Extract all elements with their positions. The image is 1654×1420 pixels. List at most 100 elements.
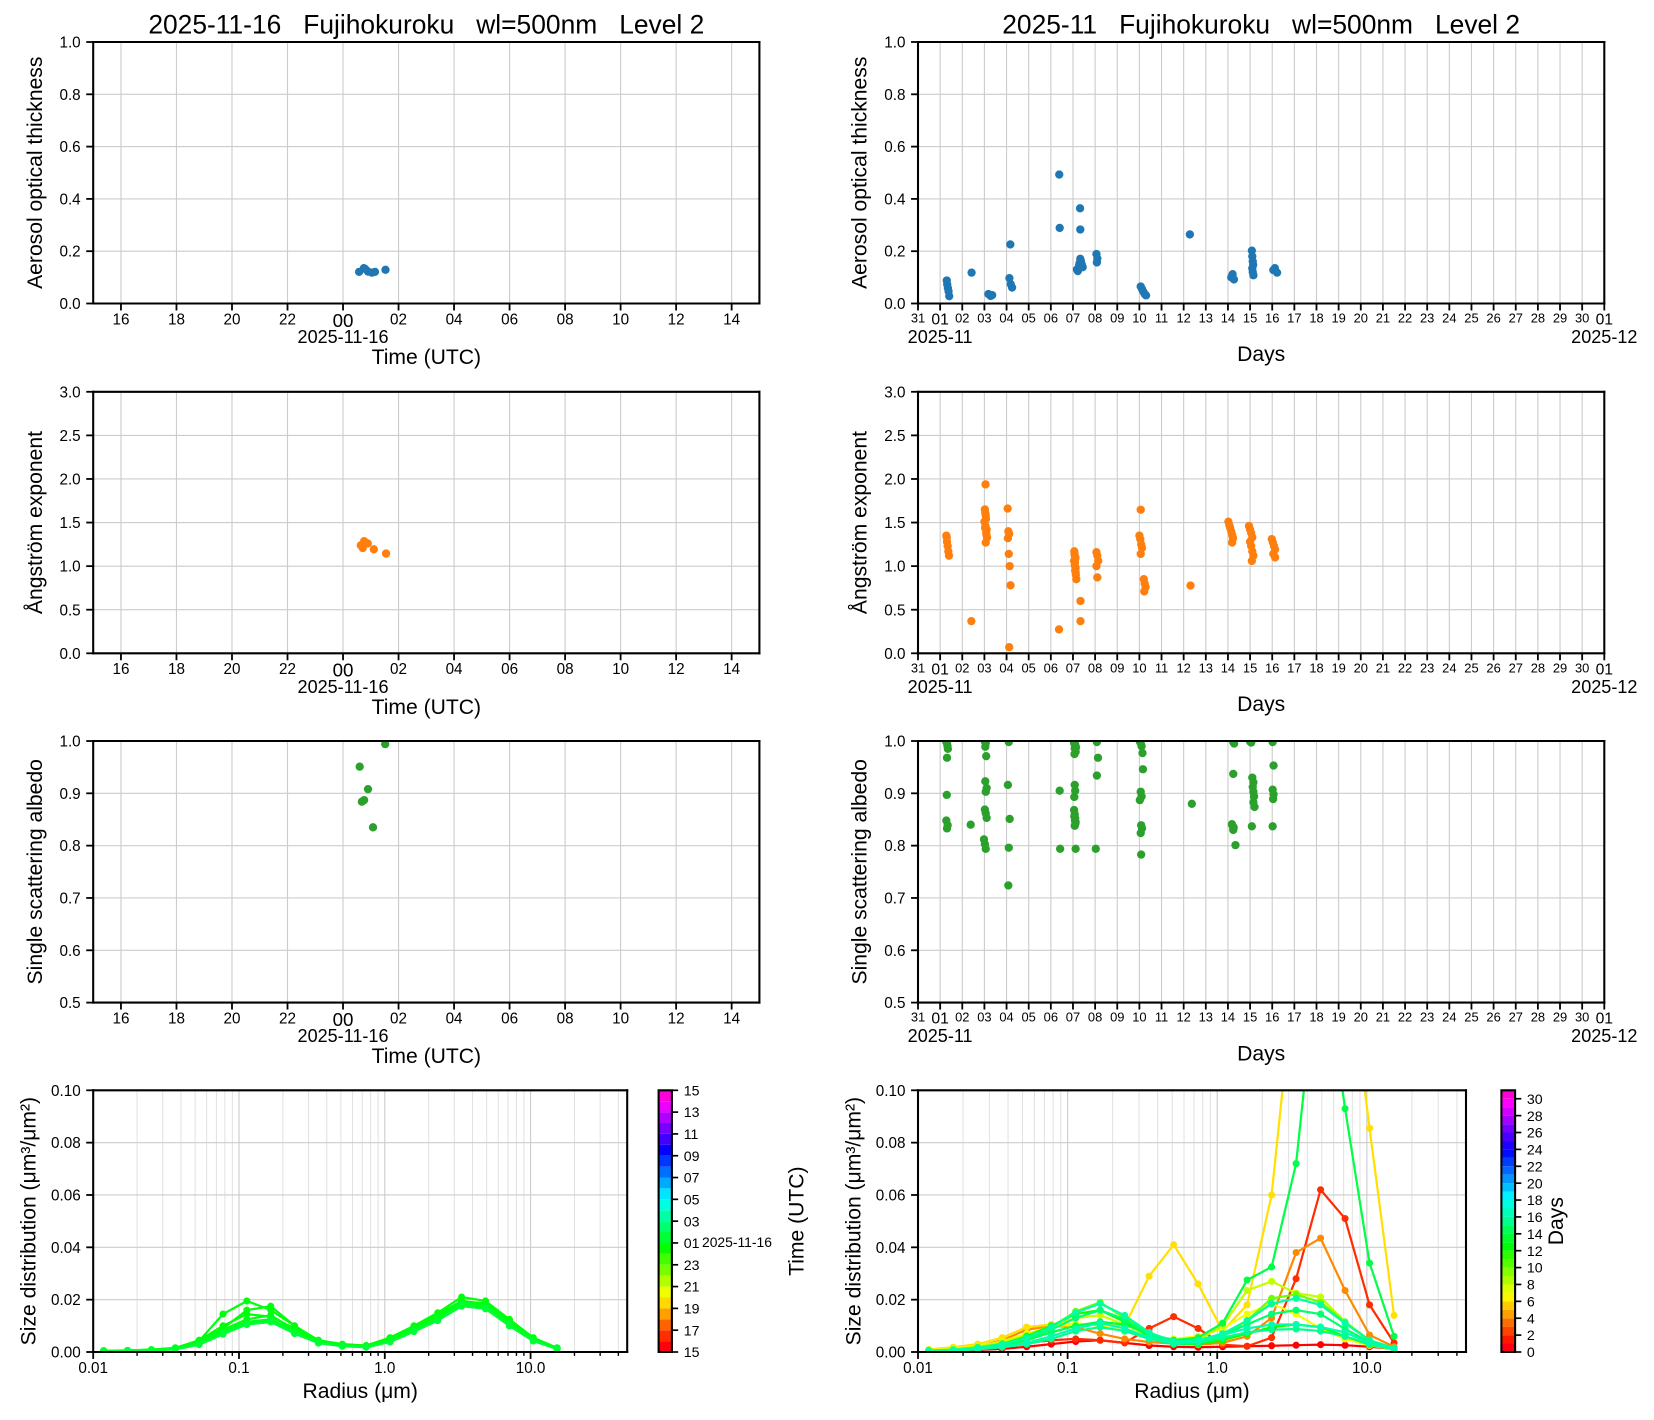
svg-text:18: 18 bbox=[1309, 1010, 1323, 1025]
svg-text:0.8: 0.8 bbox=[884, 838, 905, 855]
svg-text:11: 11 bbox=[684, 1127, 699, 1143]
svg-text:18: 18 bbox=[1309, 311, 1323, 326]
svg-text:12: 12 bbox=[668, 1010, 685, 1027]
svg-text:04: 04 bbox=[999, 660, 1013, 675]
svg-text:26: 26 bbox=[1486, 660, 1500, 675]
svg-text:06: 06 bbox=[1044, 1010, 1058, 1025]
svg-text:15: 15 bbox=[684, 1345, 700, 1361]
svg-text:08: 08 bbox=[557, 311, 574, 328]
svg-text:27: 27 bbox=[1509, 311, 1523, 326]
svg-text:1.0: 1.0 bbox=[59, 734, 80, 751]
svg-text:05: 05 bbox=[1022, 311, 1036, 326]
svg-text:0.2: 0.2 bbox=[59, 244, 80, 261]
svg-text:10.0: 10.0 bbox=[516, 1360, 546, 1377]
svg-text:23: 23 bbox=[1420, 1010, 1434, 1025]
svg-text:22: 22 bbox=[1527, 1159, 1543, 1175]
svg-text:21: 21 bbox=[1376, 311, 1390, 326]
svg-text:09: 09 bbox=[684, 1149, 700, 1165]
svg-text:Size distribution (μm³/μm²): Size distribution (μm³/μm²) bbox=[17, 1097, 40, 1345]
svg-text:02: 02 bbox=[390, 311, 407, 328]
svg-text:16: 16 bbox=[112, 1010, 129, 1027]
svg-text:4: 4 bbox=[1527, 1311, 1535, 1327]
svg-text:08: 08 bbox=[557, 661, 574, 678]
svg-text:21: 21 bbox=[684, 1280, 700, 1296]
svg-text:28: 28 bbox=[1531, 1010, 1545, 1025]
svg-text:25: 25 bbox=[1464, 311, 1478, 326]
svg-text:0.0: 0.0 bbox=[59, 646, 80, 663]
svg-text:20: 20 bbox=[223, 1010, 240, 1027]
svg-text:0.02: 0.02 bbox=[876, 1292, 906, 1309]
svg-text:06: 06 bbox=[501, 311, 518, 328]
svg-text:0.00: 0.00 bbox=[876, 1345, 906, 1362]
svg-text:0.0: 0.0 bbox=[884, 296, 905, 313]
svg-text:0.00: 0.00 bbox=[51, 1345, 81, 1362]
svg-text:Radius (μm): Radius (μm) bbox=[303, 1380, 418, 1403]
svg-text:19: 19 bbox=[684, 1302, 700, 1318]
svg-text:1.0: 1.0 bbox=[1207, 1360, 1228, 1377]
svg-text:20: 20 bbox=[1354, 660, 1368, 675]
svg-text:18: 18 bbox=[168, 1010, 185, 1027]
svg-text:14: 14 bbox=[723, 1010, 740, 1027]
svg-text:0.2: 0.2 bbox=[884, 244, 905, 261]
svg-text:31: 31 bbox=[911, 311, 925, 326]
svg-text:26: 26 bbox=[1527, 1126, 1543, 1142]
svg-text:10: 10 bbox=[612, 311, 629, 328]
svg-text:20: 20 bbox=[1354, 311, 1368, 326]
svg-text:16: 16 bbox=[1265, 311, 1279, 326]
svg-text:0: 0 bbox=[1527, 1345, 1535, 1361]
svg-text:05: 05 bbox=[684, 1192, 700, 1208]
svg-text:0.8: 0.8 bbox=[59, 838, 80, 855]
svg-text:02: 02 bbox=[390, 661, 407, 678]
svg-text:03: 03 bbox=[977, 660, 991, 675]
svg-text:2025-11: 2025-11 bbox=[908, 1026, 973, 1046]
svg-text:0.10: 0.10 bbox=[876, 1083, 906, 1100]
svg-text:01: 01 bbox=[1596, 661, 1613, 678]
svg-text:Aerosol optical thickness: Aerosol optical thickness bbox=[849, 57, 872, 289]
svg-text:30: 30 bbox=[1527, 1092, 1543, 1108]
svg-text:00: 00 bbox=[333, 310, 354, 331]
svg-text:Aerosol optical thickness: Aerosol optical thickness bbox=[24, 57, 47, 289]
svg-text:22: 22 bbox=[279, 1010, 296, 1027]
svg-text:29: 29 bbox=[1553, 311, 1567, 326]
svg-text:01: 01 bbox=[931, 1011, 948, 1028]
svg-text:16: 16 bbox=[112, 311, 129, 328]
svg-text:2025-11-16 Fujihokuroku wl: 2025-11-16 Fujihokuroku wl=500nm Level 2 bbox=[148, 10, 704, 40]
svg-text:0.0: 0.0 bbox=[884, 646, 905, 663]
svg-text:21: 21 bbox=[1376, 660, 1390, 675]
svg-text:0.08: 0.08 bbox=[51, 1135, 81, 1152]
svg-text:0.01: 0.01 bbox=[78, 1360, 108, 1377]
svg-text:Time (UTC): Time (UTC) bbox=[372, 696, 481, 719]
svg-text:08: 08 bbox=[1088, 311, 1102, 326]
svg-text:26: 26 bbox=[1486, 1010, 1500, 1025]
svg-text:1.0: 1.0 bbox=[59, 35, 80, 52]
svg-text:01: 01 bbox=[931, 312, 948, 329]
svg-text:08: 08 bbox=[1088, 1010, 1102, 1025]
svg-text:04: 04 bbox=[446, 1010, 463, 1027]
svg-text:13: 13 bbox=[1199, 660, 1213, 675]
svg-text:24: 24 bbox=[1442, 660, 1456, 675]
svg-text:12: 12 bbox=[1527, 1244, 1543, 1260]
svg-text:13: 13 bbox=[684, 1105, 700, 1121]
svg-text:18: 18 bbox=[1527, 1193, 1543, 1209]
svg-text:2025-12: 2025-12 bbox=[1571, 1026, 1637, 1046]
svg-text:0.5: 0.5 bbox=[884, 995, 905, 1012]
svg-text:Time (UTC): Time (UTC) bbox=[372, 346, 481, 369]
svg-text:2025-11-16: 2025-11-16 bbox=[298, 677, 389, 697]
svg-text:24: 24 bbox=[1442, 311, 1456, 326]
svg-text:2.0: 2.0 bbox=[59, 472, 80, 489]
svg-text:Days: Days bbox=[1237, 1042, 1285, 1065]
svg-text:18: 18 bbox=[168, 311, 185, 328]
svg-text:27: 27 bbox=[1509, 660, 1523, 675]
svg-text:6: 6 bbox=[1527, 1294, 1535, 1310]
svg-text:11: 11 bbox=[1155, 311, 1168, 326]
svg-text:07: 07 bbox=[1066, 311, 1080, 326]
svg-text:15: 15 bbox=[1243, 660, 1257, 675]
svg-text:2.5: 2.5 bbox=[59, 428, 80, 445]
svg-text:Radius (μm): Radius (μm) bbox=[1134, 1380, 1249, 1403]
svg-text:0.6: 0.6 bbox=[59, 139, 80, 156]
svg-text:09: 09 bbox=[1110, 311, 1124, 326]
svg-text:24: 24 bbox=[1442, 1010, 1456, 1025]
svg-text:14: 14 bbox=[1221, 1010, 1235, 1025]
svg-text:28: 28 bbox=[1531, 660, 1545, 675]
svg-text:06: 06 bbox=[1044, 660, 1058, 675]
